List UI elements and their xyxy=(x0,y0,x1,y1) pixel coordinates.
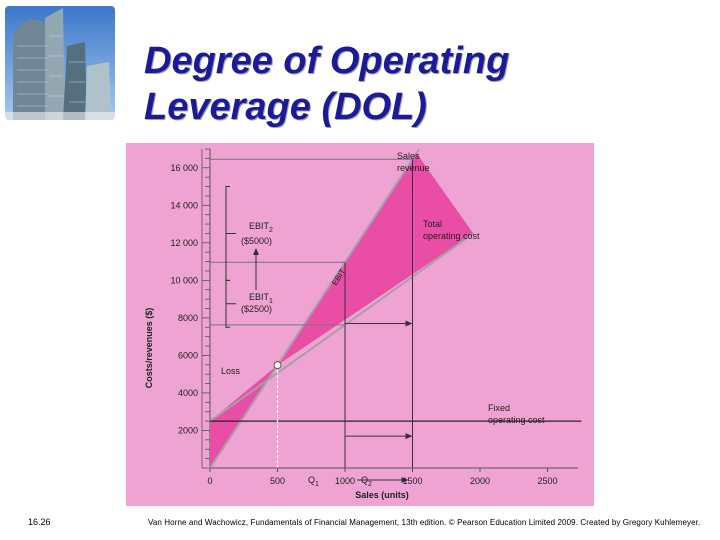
y-tick-label: 2000 xyxy=(178,425,198,435)
x-tick-label: 1500 xyxy=(402,476,422,486)
x-tick-label: 2000 xyxy=(470,476,490,486)
y-axis-ruler xyxy=(201,148,211,469)
sales-revenue-label: Sales revenue xyxy=(397,151,430,173)
chart-svg: 0 500 1000 1500 2000 2500 2000 4000 6000 8000 10 … xyxy=(126,143,594,506)
upper-arrow-head xyxy=(405,320,413,327)
q2-label: Q2 xyxy=(361,475,372,488)
ebit2-value: ($5000) xyxy=(241,236,272,246)
x-tick-label: 2500 xyxy=(537,476,557,486)
ebit-up-arrow-head xyxy=(253,248,259,255)
loss-label: Loss xyxy=(221,366,241,376)
title-line-2: Leverage (DOL) xyxy=(144,86,427,128)
y-tick-label: 4000 xyxy=(178,388,198,398)
slide-number: 16.26 xyxy=(28,517,51,527)
total-operating-cost-line xyxy=(209,232,474,422)
sales-revenue-line xyxy=(209,148,421,469)
operating-leverage-chart: 0 500 1000 1500 2000 2500 2000 4000 6000 8000 10 … xyxy=(126,143,594,506)
y-axis: 2000 4000 6000 8000 10 000 12 000 14 000 16 000 xyxy=(170,163,198,436)
skyscraper-photo-icon xyxy=(5,6,115,120)
page-title: Degree of Operating Leverage (DOL) xyxy=(144,38,509,130)
ebit1-value: ($2500) xyxy=(241,304,272,314)
y-tick-label: 16 000 xyxy=(170,163,198,173)
x-axis: 0 500 1000 1500 2000 2500 xyxy=(207,467,578,486)
x-axis-label: Sales (units) xyxy=(355,490,409,500)
y-tick-label: 8000 xyxy=(178,313,198,323)
ebit-brackets xyxy=(210,158,413,328)
y-tick-label: 14 000 xyxy=(170,200,198,210)
profit-area xyxy=(277,153,474,366)
ebit2-label: EBIT2 xyxy=(249,221,273,234)
fixed-operating-cost-label: Fixed operating cost xyxy=(488,403,545,425)
y-tick-label: 12 000 xyxy=(170,238,198,248)
credit-footer: Van Horne and Wachowicz, Fundamentals of… xyxy=(148,518,701,527)
x-tick-label: 500 xyxy=(270,476,285,486)
q1-label: Q1 xyxy=(308,475,319,488)
x-tick-label: 0 xyxy=(207,476,212,486)
total-operating-cost-label: Total operating cost xyxy=(423,219,480,241)
y-tick-label: 6000 xyxy=(178,350,198,360)
x-tick-label: 1000 xyxy=(335,476,355,486)
y-tick-label: 10 000 xyxy=(170,275,198,285)
q1-to-q2-arrow-head xyxy=(401,477,409,483)
title-line-1: Degree of Operating xyxy=(144,40,510,82)
breakeven-point xyxy=(273,361,282,370)
y-axis-label: Costs/revenues ($) xyxy=(144,308,154,389)
chart-background xyxy=(126,143,594,506)
q-markers xyxy=(344,159,413,483)
series-lines xyxy=(209,148,582,469)
lower-arrow-head xyxy=(405,433,413,440)
ebit1-label: EBIT1 xyxy=(249,292,273,305)
ebit-bracket-2 xyxy=(225,279,236,328)
